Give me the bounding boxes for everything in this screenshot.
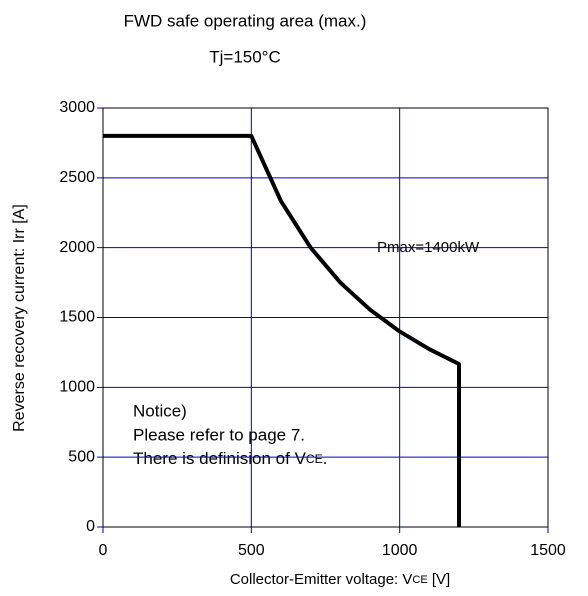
x-label-text: Collector-Emitter voltage: V <box>230 571 413 588</box>
y-tick-label: 500 <box>68 448 95 465</box>
y-tick-label: 1000 <box>59 379 95 396</box>
x-axis-label: Collector-Emitter voltage: VCE [V] <box>230 571 450 588</box>
y-axis-label: Reverse recovery current: Irr [A] <box>11 204 28 432</box>
x-tick-label: 1000 <box>382 542 418 559</box>
x-tick-label: 1500 <box>530 542 566 559</box>
notice-suffix: . <box>323 449 328 468</box>
notice-line: There is definision of VCE. <box>133 449 327 468</box>
x-label-suffix: [V] <box>428 571 451 588</box>
y-tick-label: 3000 <box>59 99 95 116</box>
chart-subtitle: Tj=150°C <box>209 47 281 66</box>
y-tick-label: 2000 <box>59 239 95 256</box>
plot-frame <box>102 107 549 528</box>
notice-sub: CE <box>306 452 323 466</box>
x-label-sub: CE <box>412 574 427 586</box>
x-tick-label: 500 <box>238 542 265 559</box>
x-tick-label: 0 <box>99 542 108 559</box>
data-line <box>103 133 461 527</box>
notice-line: Notice) <box>133 401 187 420</box>
chart-title: FWD safe operating area (max.) <box>124 11 367 30</box>
y-tick-label: 1500 <box>59 309 95 326</box>
notice-text: There is definision of V <box>133 449 307 468</box>
y-tick-label: 2500 <box>59 169 95 186</box>
notice-line: Please refer to page 7. <box>133 425 305 444</box>
y-tick-label: 0 <box>86 518 95 535</box>
